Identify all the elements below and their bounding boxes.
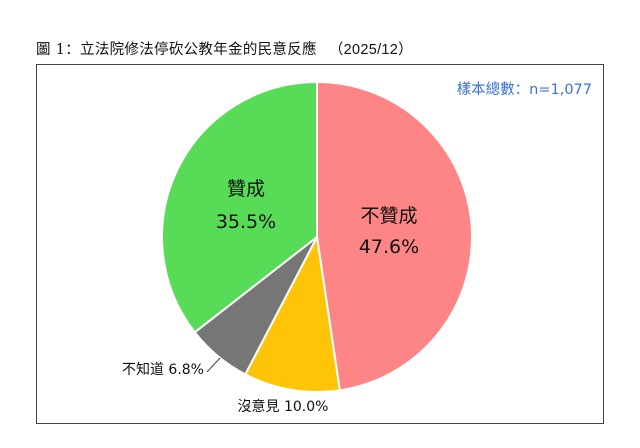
leader-line-3 xyxy=(206,357,221,373)
figure-title-text: 圖 1：立法院修法停砍公教年金的民意反應 xyxy=(36,42,317,58)
slice-value-2: 沒意見 10.0% xyxy=(238,398,329,415)
figure-title: 圖 1：立法院修法停砍公教年金的民意反應 （2025/12） xyxy=(36,38,413,59)
sample-size-label: 樣本總數：n=1,077 xyxy=(456,82,592,98)
figure-period: （2025/12） xyxy=(328,42,413,58)
pie-slice-4 xyxy=(161,80,318,334)
pie-slice-1 xyxy=(316,80,473,392)
slice-value-3: 不知道 6.8% xyxy=(122,361,204,378)
slice-value-4: 35.5% xyxy=(216,211,276,233)
pie-slice-2 xyxy=(243,233,341,393)
slice-label-1: 不贊成 xyxy=(360,205,417,227)
slice-value-1: 47.6% xyxy=(359,236,419,258)
slice-label-4: 贊成 xyxy=(227,178,265,200)
